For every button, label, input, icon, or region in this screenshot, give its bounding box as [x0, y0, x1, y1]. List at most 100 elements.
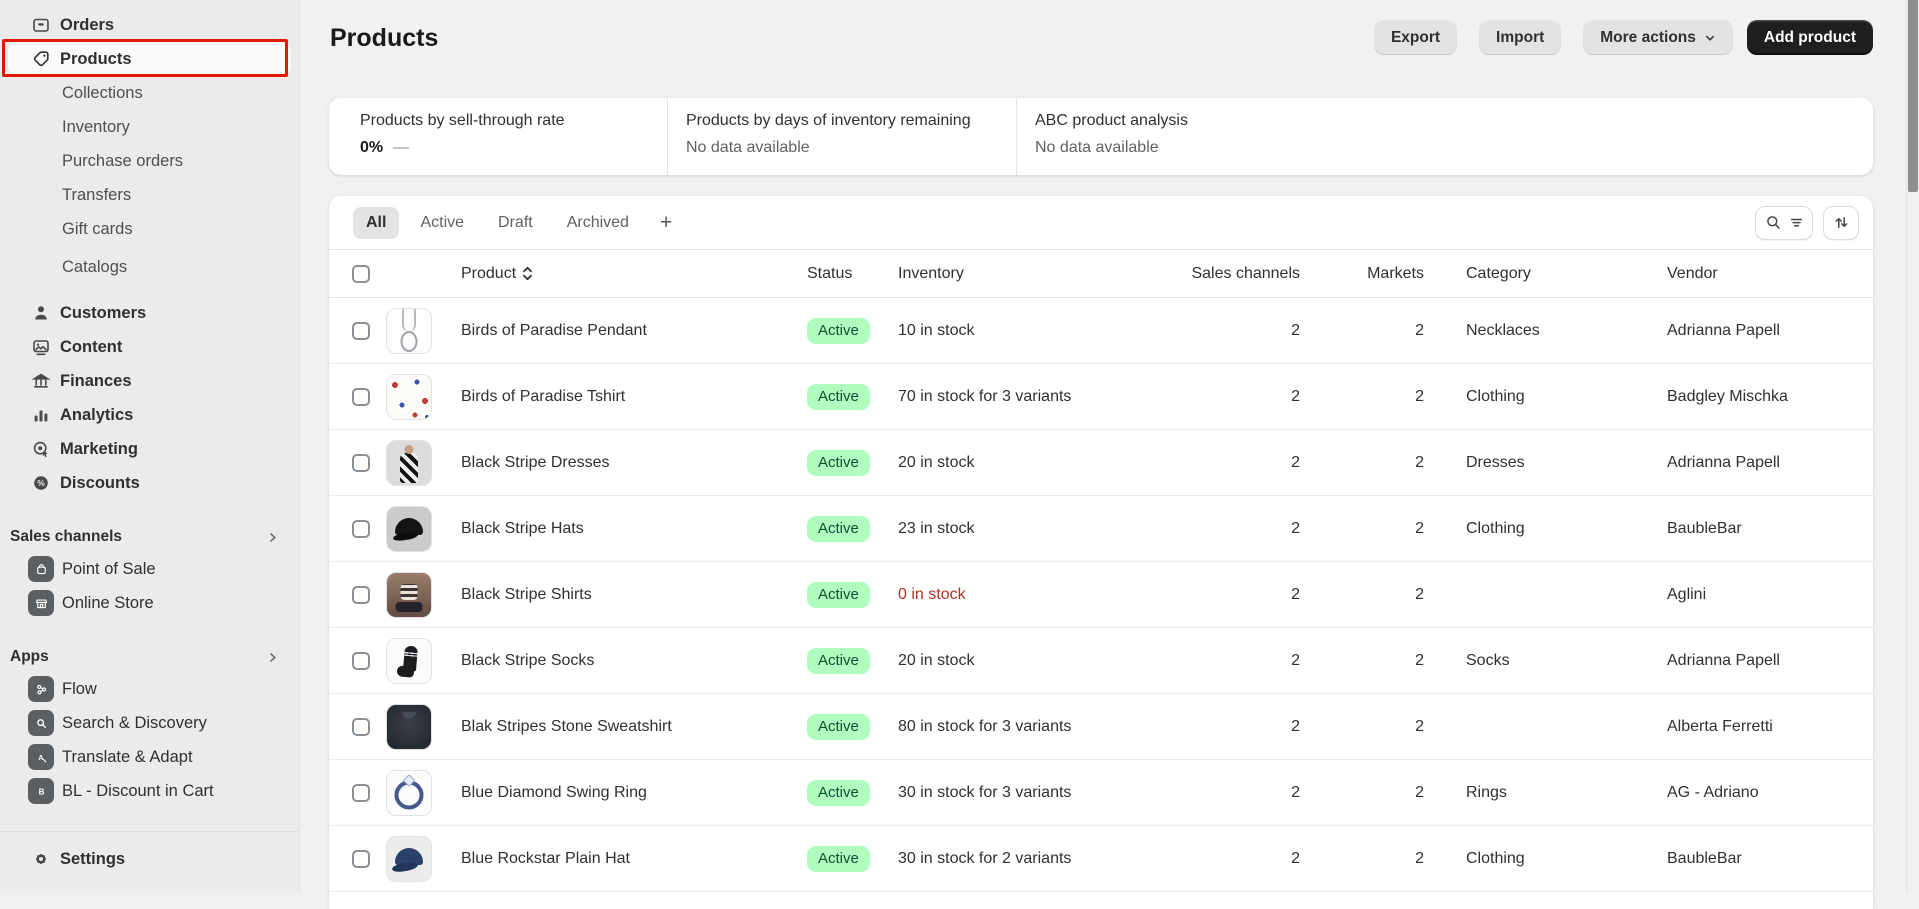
svg-text:A: A [38, 753, 44, 762]
metric-value: 0% [360, 139, 383, 156]
product-name-link[interactable]: Black Stripe Dresses [461, 454, 807, 472]
table-row[interactable]: Birds of Paradise Tshirt Active 70 in st… [329, 364, 1873, 430]
sidebar-item-search-discovery[interactable]: Search & Discovery [8, 706, 291, 740]
product-name-link[interactable]: Blak Stripes Stone Sweatshirt [461, 718, 807, 736]
status-badge: Active [807, 516, 870, 542]
metric-abc-analysis[interactable]: ABC product analysis No data available [1016, 98, 1873, 175]
sidebar-item-products[interactable]: Products [8, 42, 291, 76]
sidebar-item-catalogs[interactable]: Catalogs [8, 250, 291, 284]
row-checkbox[interactable] [352, 586, 370, 604]
inventory-value: 80 in stock for 3 variants [898, 718, 1191, 736]
scrollbar-thumb[interactable] [1908, 0, 1918, 192]
column-header-status[interactable]: Status [807, 265, 898, 283]
column-header-vendor[interactable]: Vendor [1667, 265, 1873, 283]
sort-caret-icon [522, 266, 533, 281]
inventory-value: 0 in stock [898, 586, 1191, 604]
table-row[interactable]: Black Stripe Dresses Active 20 in stock … [329, 430, 1873, 496]
table-row[interactable]: Blak Stripes Stone Sweatshirt Active 80 … [329, 694, 1873, 760]
inventory-value: 10 in stock [898, 322, 1191, 340]
sidebar-item-settings[interactable]: Settings [8, 842, 291, 876]
sidebar-item-online-store[interactable]: Online Store [8, 586, 291, 620]
sidebar-item-analytics[interactable]: Analytics [8, 398, 291, 432]
product-name-link[interactable]: Black Stripe Hats [461, 520, 807, 538]
column-header-product[interactable]: Product [461, 265, 807, 283]
row-checkbox[interactable] [352, 652, 370, 670]
row-checkbox[interactable] [352, 520, 370, 538]
sales-channels-section[interactable]: Sales channels [8, 522, 291, 552]
markets-value: 2 [1300, 784, 1424, 802]
sidebar-item-finances[interactable]: Finances [8, 364, 291, 398]
sidebar-item-translate-adapt[interactable]: A Translate & Adapt [8, 740, 291, 774]
search-filter-button[interactable] [1755, 206, 1813, 240]
table-row[interactable]: Black Stripe Hats Active 23 in stock 2 2… [329, 496, 1873, 562]
column-header-markets[interactable]: Markets [1300, 265, 1424, 283]
column-header-category[interactable]: Category [1424, 265, 1667, 283]
product-thumbnail [386, 770, 432, 816]
apps-section[interactable]: Apps [8, 642, 291, 672]
row-checkbox[interactable] [352, 454, 370, 472]
metrics-card: Products by sell-through rate 0%— Produc… [329, 98, 1873, 175]
sidebar-item-bl-discount[interactable]: B BL - Discount in Cart [8, 774, 291, 808]
image-icon [30, 336, 52, 358]
column-header-inventory[interactable]: Inventory [898, 265, 1191, 283]
sort-button[interactable] [1823, 206, 1859, 240]
sidebar-item-point-of-sale[interactable]: Point of Sale [8, 552, 291, 586]
add-product-button[interactable]: Add product [1747, 20, 1873, 55]
metric-days-inventory[interactable]: Products by days of inventory remaining … [667, 98, 1016, 175]
sales-channels-value: 2 [1191, 586, 1300, 604]
svg-text:B: B [38, 787, 44, 796]
product-name-link[interactable]: Black Stripe Socks [461, 652, 807, 670]
sidebar-item-marketing[interactable]: Marketing [8, 432, 291, 466]
sidebar-item-customers[interactable]: Customers [8, 296, 291, 330]
row-checkbox[interactable] [352, 718, 370, 736]
product-name-link[interactable]: Birds of Paradise Pendant [461, 322, 807, 340]
column-header-sales-channels[interactable]: Sales channels [1191, 265, 1300, 283]
tab-all[interactable]: All [353, 207, 399, 239]
row-checkbox[interactable] [352, 388, 370, 406]
product-name-link[interactable]: Blue Diamond Swing Ring [461, 784, 807, 802]
tab-active[interactable]: Active [407, 207, 477, 239]
sidebar-item-discounts[interactable]: % Discounts [8, 466, 291, 500]
more-actions-button[interactable]: More actions [1583, 20, 1733, 55]
sidebar-item-gift-cards[interactable]: Gift cards [8, 212, 291, 246]
vendor-value: Adrianna Papell [1667, 652, 1873, 670]
gear-icon [30, 848, 52, 870]
product-name-link[interactable]: Black Stripe Shirts [461, 586, 807, 604]
chevron-right-icon [266, 531, 279, 544]
sales-channels-value: 2 [1191, 850, 1300, 868]
metric-sell-through[interactable]: Products by sell-through rate 0%— [329, 98, 667, 175]
product-name-link[interactable]: Blue Rockstar Plain Hat [461, 850, 807, 868]
status-badge: Active [807, 384, 870, 410]
sidebar-item-orders[interactable]: Orders [8, 8, 291, 42]
row-checkbox[interactable] [352, 850, 370, 868]
sidebar-item-transfers[interactable]: Transfers [8, 178, 291, 212]
table-row[interactable]: Black Stripe Socks Active 20 in stock 2 … [329, 628, 1873, 694]
import-button[interactable]: Import [1479, 20, 1561, 55]
sidebar-item-content[interactable]: Content [8, 330, 291, 364]
export-button[interactable]: Export [1374, 20, 1457, 55]
table-tabs-row: All Active Draft Archived + [329, 196, 1873, 250]
tab-archived[interactable]: Archived [554, 207, 642, 239]
markets-value: 2 [1300, 520, 1424, 538]
status-badge: Active [807, 318, 870, 344]
table-row[interactable]: Blue Diamond Swing Ring Active 30 in sto… [329, 760, 1873, 826]
row-checkbox[interactable] [352, 322, 370, 340]
sidebar-item-collections[interactable]: Collections [8, 76, 291, 110]
markets-value: 2 [1300, 388, 1424, 406]
tab-draft[interactable]: Draft [485, 207, 546, 239]
page-scrollbar[interactable] [1906, 0, 1919, 893]
category-value: Clothing [1424, 850, 1667, 868]
select-all-checkbox[interactable] [352, 265, 370, 283]
sidebar-item-inventory[interactable]: Inventory [8, 110, 291, 144]
tag-icon [30, 48, 52, 70]
product-name-link[interactable]: Birds of Paradise Tshirt [461, 388, 807, 406]
row-checkbox[interactable] [352, 784, 370, 802]
add-view-button[interactable]: + [650, 209, 682, 237]
sidebar-item-flow[interactable]: Flow [8, 672, 291, 706]
sidebar-item-purchase-orders[interactable]: Purchase orders [8, 144, 291, 178]
table-row[interactable]: Birds of Paradise Pendant Active 10 in s… [329, 298, 1873, 364]
status-badge: Active [807, 450, 870, 476]
flow-app-icon [28, 676, 54, 702]
table-row[interactable]: Black Stripe Shirts Active 0 in stock 2 … [329, 562, 1873, 628]
table-row[interactable]: Blue Rockstar Plain Hat Active 30 in sto… [329, 826, 1873, 892]
